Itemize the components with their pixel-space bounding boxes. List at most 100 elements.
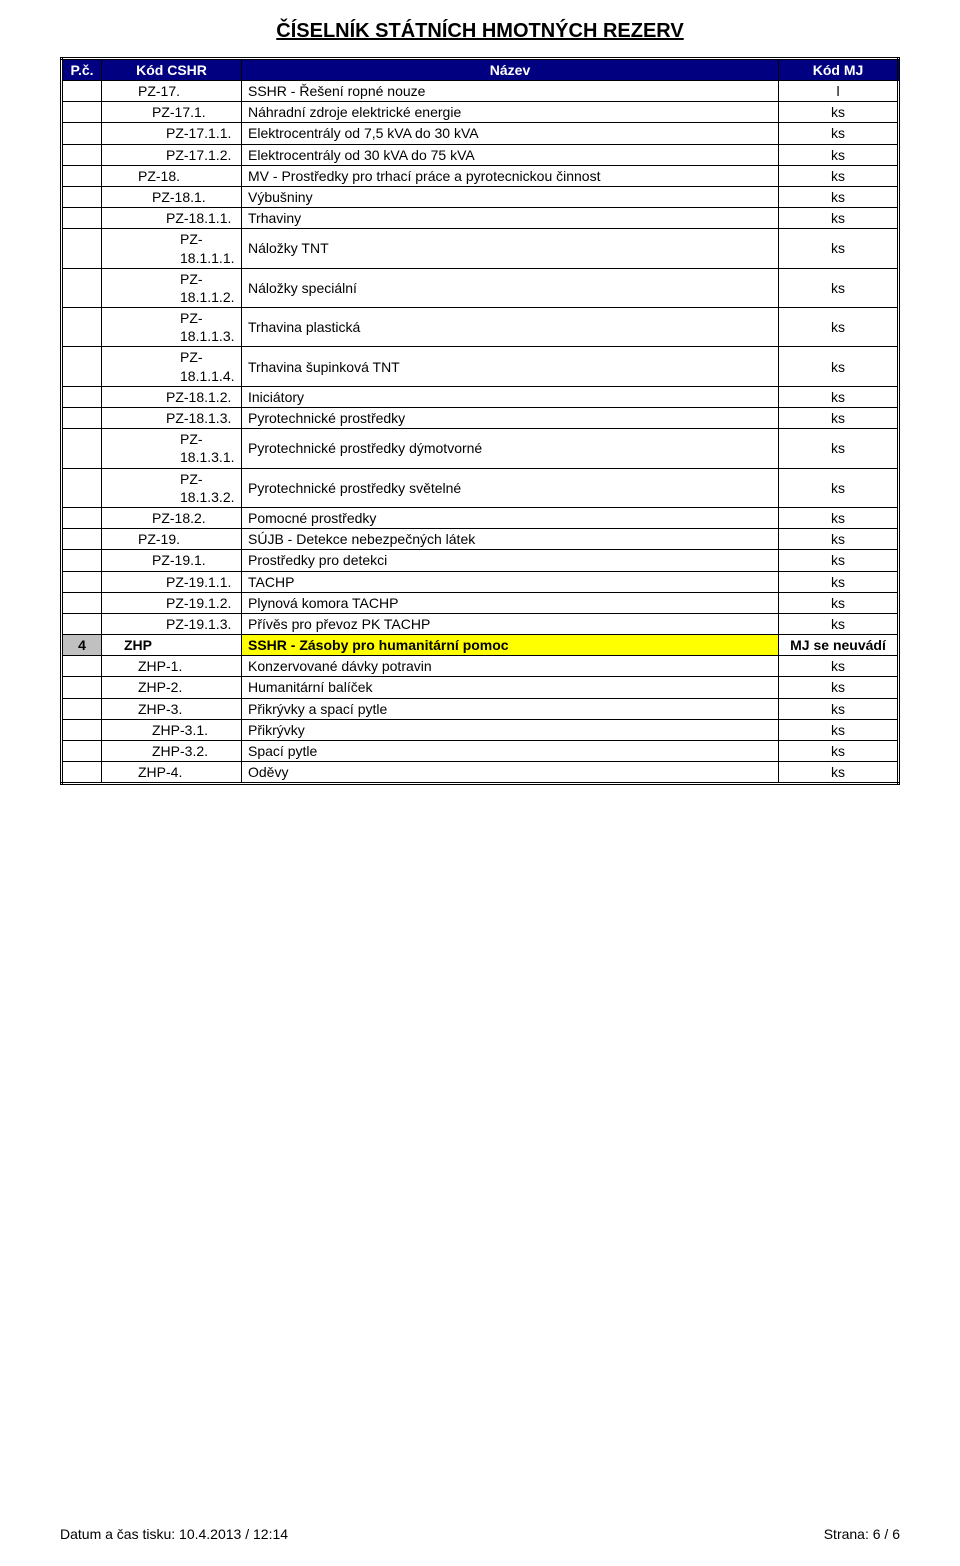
cell-mj: ks (779, 677, 899, 698)
cell-pc (62, 571, 102, 592)
cell-mj: ks (779, 123, 899, 144)
cell-pc (62, 208, 102, 229)
cell-code: PZ-17.1.1. (102, 123, 242, 144)
cell-code: PZ-19.1.1. (102, 571, 242, 592)
table-row: ZHP-3.1.Přikrývkyks (62, 719, 899, 740)
cell-pc (62, 386, 102, 407)
cell-pc (62, 429, 102, 468)
cell-name: Humanitární balíček (242, 677, 779, 698)
cell-name: SÚJB - Detekce nebezpečných látek (242, 529, 779, 550)
cell-code: ZHP (102, 635, 242, 656)
cell-pc (62, 613, 102, 634)
cell-name: Elektrocentrály od 30 kVA do 75 kVA (242, 144, 779, 165)
cell-mj: ks (779, 571, 899, 592)
cell-code: PZ-18.1.3. (102, 408, 242, 429)
cell-name: Trhavina šupinková TNT (242, 347, 779, 386)
table-row: ZHP-2.Humanitární balíčekks (62, 677, 899, 698)
cell-code: PZ-18.1.1.4. (102, 347, 242, 386)
cell-code: PZ-18.1. (102, 186, 242, 207)
cell-code: PZ-19.1.3. (102, 613, 242, 634)
cell-code: PZ-18.1.1. (102, 208, 242, 229)
cell-mj: ks (779, 741, 899, 762)
cell-mj: ks (779, 550, 899, 571)
cell-code: PZ-18.1.3.2. (102, 468, 242, 507)
cell-mj: ks (779, 529, 899, 550)
table-row: PZ-19.1.1.TACHPks (62, 571, 899, 592)
cell-pc (62, 656, 102, 677)
cell-pc (62, 144, 102, 165)
cell-pc (62, 762, 102, 784)
cell-name: Náhradní zdroje elektrické energie (242, 102, 779, 123)
table-row: PZ-18.1.3.Pyrotechnické prostředkyks (62, 408, 899, 429)
cell-mj: ks (779, 762, 899, 784)
table-body: PZ-17.SSHR - Řešení ropné nouzelPZ-17.1.… (62, 81, 899, 784)
cell-pc (62, 186, 102, 207)
cell-mj: ks (779, 613, 899, 634)
cell-pc: 4 (62, 635, 102, 656)
cell-mj: ks (779, 144, 899, 165)
cell-name: Pomocné prostředky (242, 507, 779, 528)
cell-pc (62, 102, 102, 123)
page-title: ČÍSELNÍK STÁTNÍCH HMOTNÝCH REZERV (60, 20, 900, 43)
cell-mj: ks (779, 208, 899, 229)
cell-pc (62, 308, 102, 347)
table-row: PZ-18.1.2.Iniciátoryks (62, 386, 899, 407)
cell-name: Spací pytle (242, 741, 779, 762)
cell-code: PZ-18.1.1.2. (102, 268, 242, 307)
cell-pc (62, 165, 102, 186)
cell-code: PZ-17. (102, 81, 242, 102)
table-row: PZ-18.1.1.1.Náložky TNTks (62, 229, 899, 268)
cell-pc (62, 529, 102, 550)
col-header-mj: Kód MJ (779, 59, 899, 81)
cell-name: Trhavina plastická (242, 308, 779, 347)
table-row: PZ-19.1.2.Plynová komora TACHPks (62, 592, 899, 613)
table-row: 4ZHPSSHR - Zásoby pro humanitární pomocM… (62, 635, 899, 656)
table-row: PZ-19.SÚJB - Detekce nebezpečných látekk… (62, 529, 899, 550)
table-row: PZ-19.1.Prostředky pro detekciks (62, 550, 899, 571)
cell-mj: ks (779, 429, 899, 468)
cell-name: Elektrocentrály od 7,5 kVA do 30 kVA (242, 123, 779, 144)
cell-pc (62, 677, 102, 698)
cell-code: ZHP-4. (102, 762, 242, 784)
cell-name: Plynová komora TACHP (242, 592, 779, 613)
cell-pc (62, 81, 102, 102)
table-row: PZ-18.1.3.1.Pyrotechnické prostředky dým… (62, 429, 899, 468)
cell-code: ZHP-3.2. (102, 741, 242, 762)
cell-pc (62, 347, 102, 386)
cell-name: Výbušniny (242, 186, 779, 207)
cell-mj: ks (779, 592, 899, 613)
cell-name: Pyrotechnické prostředky (242, 408, 779, 429)
cell-pc (62, 123, 102, 144)
col-header-name: Název (242, 59, 779, 81)
cell-mj: ks (779, 186, 899, 207)
table-row: PZ-17.1.1.Elektrocentrály od 7,5 kVA do … (62, 123, 899, 144)
cell-code: PZ-18.1.1.3. (102, 308, 242, 347)
cell-name: Náložky TNT (242, 229, 779, 268)
cell-code: ZHP-2. (102, 677, 242, 698)
cell-name: Trhaviny (242, 208, 779, 229)
cell-pc (62, 550, 102, 571)
col-header-code: Kód CSHR (102, 59, 242, 81)
cell-mj: ks (779, 468, 899, 507)
cell-name: Pyrotechnické prostředky světelné (242, 468, 779, 507)
table-row: ZHP-4.Oděvyks (62, 762, 899, 784)
table-row: PZ-19.1.3.Přívěs pro převoz PK TACHPks (62, 613, 899, 634)
footer-right: Strana: 6 / 6 (824, 1526, 900, 1542)
cell-name: Přikrývky a spací pytle (242, 698, 779, 719)
cell-mj: ks (779, 165, 899, 186)
cell-name: Konzervované dávky potravin (242, 656, 779, 677)
table-row: ZHP-3.2.Spací pytleks (62, 741, 899, 762)
table-row: PZ-17.1.2.Elektrocentrály od 30 kVA do 7… (62, 144, 899, 165)
cell-name: Náložky speciální (242, 268, 779, 307)
cell-pc (62, 741, 102, 762)
cell-name: Oděvy (242, 762, 779, 784)
cell-code: ZHP-1. (102, 656, 242, 677)
cell-mj: ks (779, 698, 899, 719)
cell-code: PZ-17.1.2. (102, 144, 242, 165)
table-row: PZ-18.1.1.3.Trhavina plastickáks (62, 308, 899, 347)
cell-code: PZ-18.1.1.1. (102, 229, 242, 268)
cell-code: PZ-18.2. (102, 507, 242, 528)
table-row: PZ-18.MV - Prostředky pro trhací práce a… (62, 165, 899, 186)
cell-name: SSHR - Zásoby pro humanitární pomoc (242, 635, 779, 656)
cell-name: Iniciátory (242, 386, 779, 407)
